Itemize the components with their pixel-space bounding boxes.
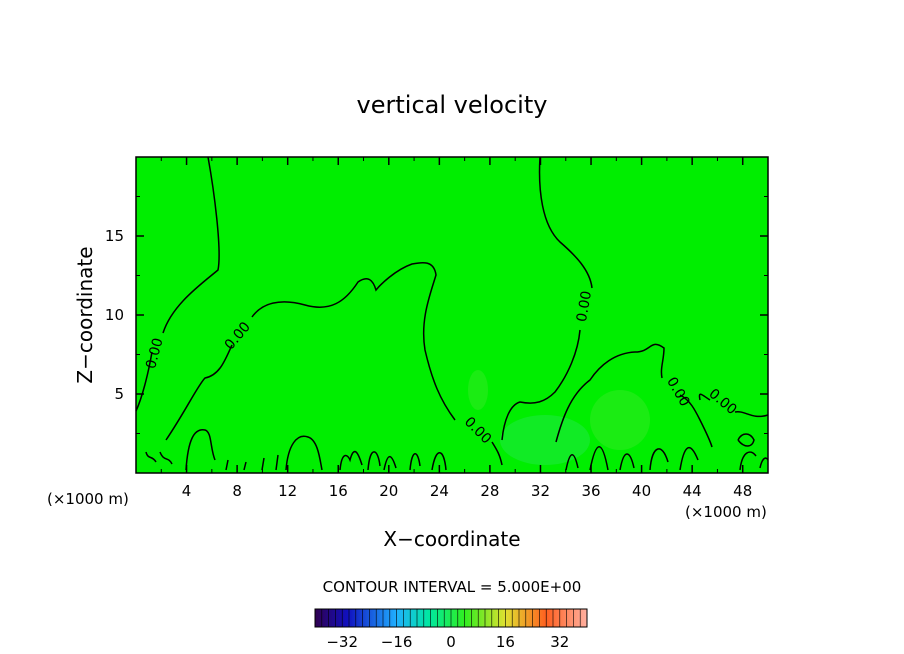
x-tick-label: 12 [278,482,297,500]
colorbar-ticks: −32 −16 0 16 32 [326,633,569,651]
contour-lines [135,156,769,471]
x-tick-label: 48 [733,482,752,500]
field-variation [590,390,650,450]
x-ticks: 4 8 12 16 20 24 28 32 36 40 44 48 [160,157,752,500]
colorbar-tick-label: 0 [446,633,456,651]
field-variation [500,415,590,465]
x-tick-label: 28 [480,482,499,500]
field-variation [468,370,488,410]
x-tick-label: 36 [581,482,600,500]
chart-title: vertical velocity [357,91,548,119]
x-unit-right: (×1000 m) [685,503,767,521]
colorbar-tick-label: 16 [496,633,515,651]
y-tick-label: 10 [105,306,124,324]
colorbar-tick-label: 32 [550,633,569,651]
plot-area [136,157,768,473]
y-axis-label: Z−coordinate [73,246,97,383]
x-tick-label: 44 [683,482,702,500]
colorbar-tick-label: −32 [326,633,358,651]
x-tick-label: 40 [632,482,651,500]
x-tick-label: 32 [531,482,550,500]
colorbar-segments [321,609,581,627]
contour-label: 0.00 [143,336,167,370]
x-tick-label: 16 [329,482,348,500]
colorbar-tick-label: −16 [381,633,413,651]
contour-interval: CONTOUR INTERVAL = 5.000E+00 [323,578,582,596]
y-tick-label: 5 [114,385,124,403]
x-unit-left: (×1000 m) [47,490,129,508]
y-tick-label: 15 [105,227,124,245]
x-tick-label: 24 [430,482,449,500]
x-tick-label: 20 [379,482,398,500]
x-tick-label: 8 [232,482,242,500]
x-tick-label: 4 [182,482,192,500]
y-ticks: 5 10 15 [105,196,768,434]
x-axis-label: X−coordinate [383,527,520,551]
contour-label: 0.00 [574,290,595,323]
